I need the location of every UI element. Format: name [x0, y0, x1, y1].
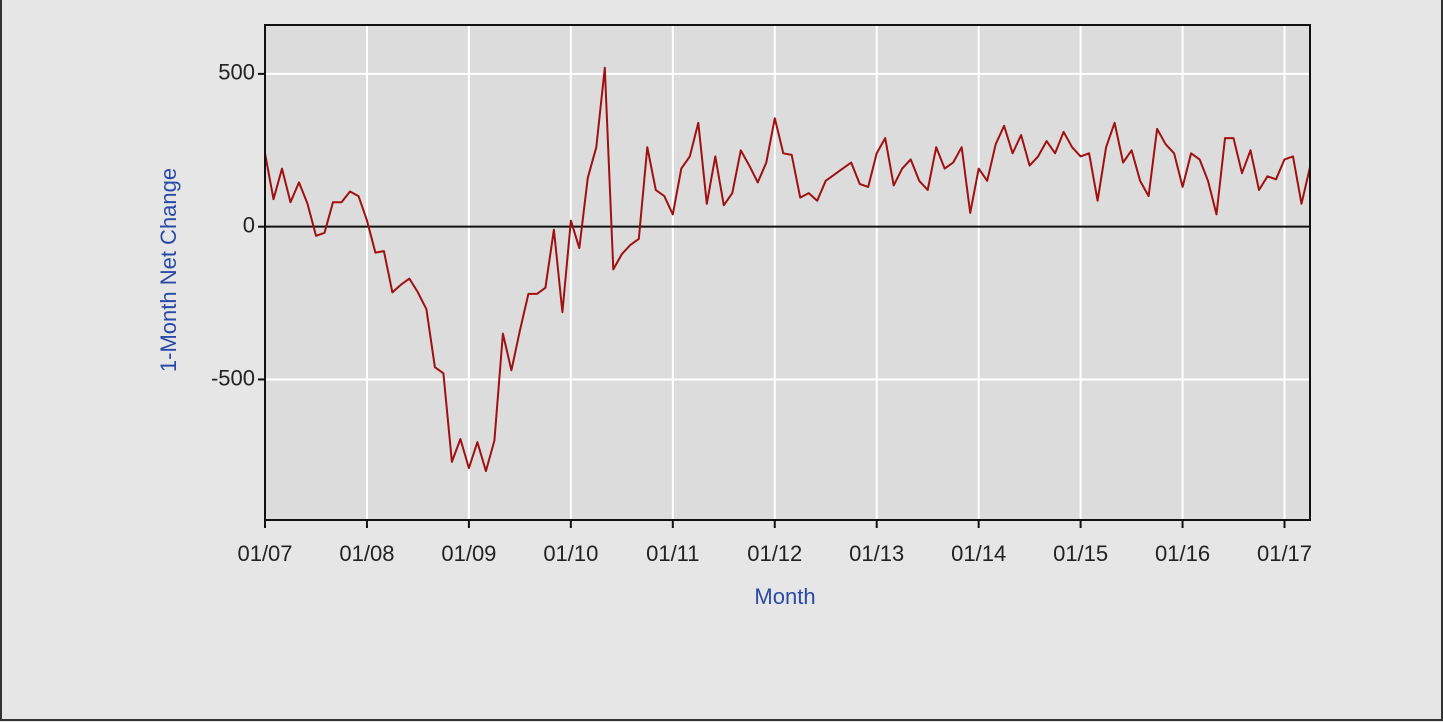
- y-tick-label: -500: [211, 365, 255, 390]
- marks: [264, 66, 1311, 473]
- x-tick-label: 01/12: [747, 541, 802, 566]
- y-tick-label: 0: [243, 212, 255, 237]
- plot-border: [264, 24, 1311, 521]
- x-tick-label: 01/11: [646, 541, 699, 566]
- x-tick-label: 01/13: [849, 541, 904, 566]
- x-tick-label: 01/17: [1257, 541, 1312, 566]
- y-tick-label: 500: [218, 60, 255, 85]
- y-axis-label: 1-Month Net Change: [156, 168, 181, 372]
- x-tick-label: 01/07: [237, 541, 292, 566]
- x-tick-label: 01/14: [951, 541, 1006, 566]
- data-line: [264, 66, 1311, 473]
- x-axis-label: Month: [754, 584, 815, 609]
- x-tick-label: 01/08: [339, 541, 394, 566]
- x-tick-label: 01/10: [543, 541, 598, 566]
- x-tick-label: 01/15: [1053, 541, 1108, 566]
- x-tick-label: 01/09: [441, 541, 496, 566]
- plot-area: [265, 25, 1310, 520]
- grid: [264, 25, 1310, 520]
- x-tick-label: 01/16: [1155, 541, 1210, 566]
